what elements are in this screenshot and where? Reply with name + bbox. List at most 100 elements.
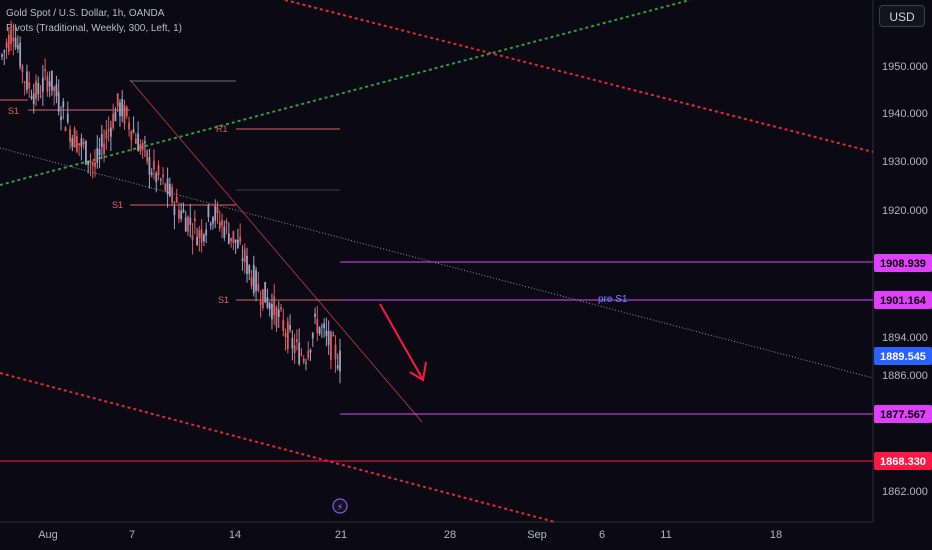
candle bbox=[82, 138, 85, 150]
x-tick-label: Sep bbox=[527, 529, 547, 541]
candle bbox=[91, 160, 94, 179]
candle bbox=[32, 83, 35, 114]
candle bbox=[21, 63, 24, 84]
candle bbox=[316, 305, 319, 341]
y-tick-label: 1894.000 bbox=[882, 332, 928, 344]
red-channel-upper[interactable] bbox=[284, 0, 874, 153]
candle bbox=[128, 116, 130, 137]
time-axis[interactable]: Aug 7 14 21 28 Sep 6 11 18 bbox=[38, 529, 782, 541]
price-label-badge: 1889.545 bbox=[874, 347, 932, 365]
candle bbox=[123, 99, 126, 130]
candle bbox=[264, 281, 267, 303]
candle bbox=[107, 116, 110, 142]
candle bbox=[112, 103, 115, 131]
candle bbox=[66, 101, 69, 125]
candle bbox=[227, 222, 230, 245]
candle bbox=[266, 288, 269, 309]
forecast-arrow[interactable] bbox=[379, 303, 427, 382]
candle bbox=[100, 124, 103, 160]
candle bbox=[280, 303, 282, 312]
candle bbox=[300, 348, 303, 357]
green-trendline[interactable] bbox=[0, 0, 691, 186]
y-tick-label: 1886.000 bbox=[882, 370, 928, 382]
candle bbox=[248, 264, 251, 281]
candle bbox=[273, 283, 276, 325]
candle bbox=[334, 335, 337, 373]
candle bbox=[78, 143, 81, 156]
candle bbox=[223, 220, 226, 242]
candle bbox=[230, 237, 233, 248]
candle bbox=[336, 353, 339, 371]
candle bbox=[302, 355, 305, 365]
currency-button[interactable]: USD bbox=[879, 5, 925, 27]
x-tick-label: 21 bbox=[335, 529, 347, 541]
candle bbox=[12, 23, 15, 56]
candle bbox=[37, 76, 40, 101]
price-labels: 1908.939 1901.164 1889.545 1877.567 1868.330 bbox=[874, 254, 932, 470]
candle bbox=[155, 171, 158, 193]
candle bbox=[46, 71, 49, 97]
candle bbox=[241, 245, 244, 271]
pivot-label: S1 bbox=[112, 200, 123, 210]
x-tick-label: 28 bbox=[444, 529, 456, 541]
candle bbox=[305, 358, 307, 371]
candle bbox=[146, 149, 149, 165]
candle bbox=[153, 149, 155, 180]
candle bbox=[216, 201, 219, 224]
candle bbox=[268, 301, 271, 317]
pivot-labels: S1 S1 R1 S1 bbox=[8, 106, 229, 305]
symbol-legend[interactable]: Gold Spot / U.S. Dollar, 1h, OANDA bbox=[6, 8, 165, 19]
indicator-legend[interactable]: Pivots (Traditional, Weekly, 300, Left, … bbox=[6, 23, 183, 34]
candle bbox=[121, 90, 124, 123]
candle bbox=[339, 338, 341, 384]
candle bbox=[212, 215, 214, 230]
candlestick-series[interactable] bbox=[1, 20, 341, 384]
candle bbox=[332, 331, 335, 337]
candle bbox=[311, 331, 314, 348]
candle bbox=[200, 219, 203, 253]
candle bbox=[202, 232, 205, 247]
candle bbox=[184, 210, 187, 232]
candle bbox=[173, 201, 176, 230]
candle bbox=[243, 243, 246, 274]
pre-s1-label[interactable]: pre S1 bbox=[598, 294, 628, 305]
candle bbox=[314, 307, 316, 325]
candle bbox=[48, 71, 51, 98]
candle bbox=[1, 52, 3, 61]
candle bbox=[3, 49, 6, 66]
candle bbox=[109, 120, 112, 152]
candle bbox=[53, 85, 56, 106]
candle bbox=[51, 70, 53, 96]
red-channel-lower[interactable] bbox=[0, 372, 556, 523]
pivot-label: R1 bbox=[216, 124, 228, 134]
candle bbox=[141, 139, 144, 160]
candle bbox=[239, 223, 242, 246]
candle bbox=[89, 153, 92, 177]
candle bbox=[277, 301, 280, 329]
y-tick-label: 1940.000 bbox=[882, 108, 928, 120]
candle bbox=[187, 215, 189, 236]
y-tick-label: 1920.000 bbox=[882, 205, 928, 217]
candle bbox=[218, 210, 221, 232]
candle bbox=[98, 137, 101, 169]
candle bbox=[60, 106, 62, 131]
candle bbox=[16, 35, 19, 54]
downtrend-line[interactable] bbox=[129, 79, 423, 423]
candle bbox=[193, 210, 196, 235]
candle bbox=[35, 74, 37, 107]
candle bbox=[73, 126, 76, 148]
candle bbox=[87, 161, 90, 174]
pivot-label: S1 bbox=[218, 295, 229, 305]
price-label-badge: 1908.939 bbox=[874, 254, 932, 272]
event-icon[interactable]: ⚡ bbox=[332, 498, 348, 514]
grey-trendline[interactable] bbox=[0, 147, 874, 379]
candle bbox=[119, 99, 121, 127]
candle bbox=[255, 266, 257, 302]
price-axis[interactable]: 1950.000 1940.000 1930.000 1920.000 1894.000… bbox=[882, 61, 928, 498]
candle bbox=[209, 221, 212, 231]
candle bbox=[41, 65, 44, 106]
candle bbox=[96, 135, 99, 169]
candle bbox=[114, 107, 117, 122]
candle bbox=[252, 255, 255, 297]
